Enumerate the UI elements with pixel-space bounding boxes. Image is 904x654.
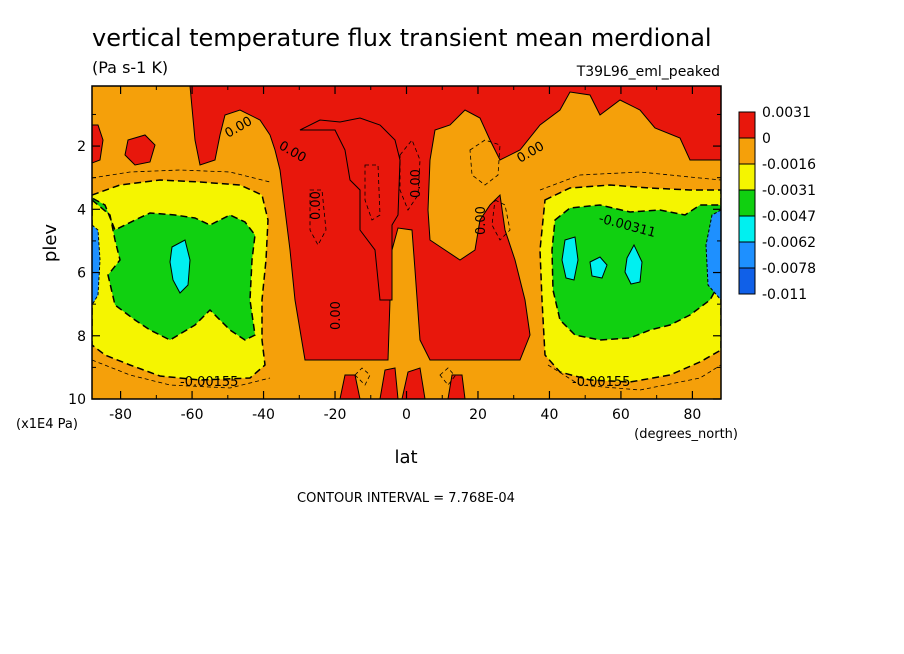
contour-lines-thin (92, 139, 721, 391)
y-tick-label: 10 (68, 392, 86, 408)
x-axis: -80 -60 -40 -20 0 20 40 60 80 (109, 86, 701, 423)
fill-cyan-right3 (624, 243, 643, 285)
fill-red-topleft (92, 124, 104, 164)
run-label: T39L96_eml_peaked (576, 64, 720, 80)
colorbar-label: -0.0016 (762, 157, 816, 173)
contour-label: 0.00 (329, 301, 344, 330)
colorbar-swatch (738, 163, 756, 191)
colorbar-label: -0.0031 (762, 183, 816, 199)
x-tick-label: 20 (469, 407, 487, 423)
colorbar-label: 0.0031 (762, 105, 811, 121)
fill-red-top (189, 86, 721, 361)
colorbar-swatch (738, 137, 756, 165)
y-axis: 2 4 6 8 10 (68, 113, 721, 408)
contour-interval-text: CONTOUR INTERVAL = 7.768E-04 (297, 491, 515, 506)
contour-label: 0.00 (309, 191, 324, 220)
fill-red-blob (124, 134, 156, 166)
colorbar-swatch (738, 189, 756, 217)
chart-units: (Pa s-1 K) (92, 58, 168, 77)
x-tick-label: 60 (612, 407, 630, 423)
y-axis-units: (x1E4 Pa) (16, 417, 78, 432)
fill-cyan-right1 (561, 236, 579, 281)
colorbar-legend: 0.0031 0 -0.0016 -0.0031 -0.0047 -0.0062 -0.00… (738, 105, 816, 303)
contour-label: -0.00155 (572, 375, 630, 390)
x-tick-label: -80 (109, 407, 132, 423)
colorbar-label: 0 (762, 131, 771, 147)
x-tick-label: 80 (683, 407, 701, 423)
colorbar-swatch (738, 267, 756, 295)
contour-label: -0.00155 (180, 375, 238, 390)
y-tick-label: 4 (77, 202, 86, 218)
x-tick-label: 0 (402, 407, 411, 423)
colorbar-label: -0.0078 (762, 261, 816, 277)
fill-blue-right-edge (705, 209, 721, 301)
fill-cyan-left (169, 239, 191, 294)
y-tick-label: 2 (77, 139, 86, 155)
x-axis-label: lat (394, 447, 417, 468)
fill-cyan-right2 (589, 256, 608, 279)
x-tick-label: -20 (324, 407, 347, 423)
y-axis-label: plev (40, 224, 61, 263)
colorbar-label: -0.0062 (762, 235, 816, 251)
y-tick-label: 6 (77, 266, 86, 282)
y-tick-label: 8 (77, 329, 86, 345)
x-tick-label: -40 (252, 407, 275, 423)
fill-red-bottom-mid2 (401, 367, 426, 399)
x-tick-label: -60 (181, 407, 204, 423)
colorbar-label: -0.0047 (762, 209, 816, 225)
x-axis-units: (degrees_north) (634, 427, 738, 442)
fill-red-center-left (299, 117, 401, 301)
chart-title: vertical temperature flux transient mean… (92, 24, 712, 52)
fill-blue-left-edge (92, 224, 101, 306)
contour-label: 0.00 (474, 206, 489, 235)
colorbar-swatch (738, 215, 756, 243)
fill-red-bottom-mid3 (447, 374, 466, 399)
contour-label: 0.00 (409, 169, 424, 198)
colorbar-label: -0.011 (762, 287, 807, 303)
colorbar-swatch (738, 111, 756, 139)
colorbar-swatch (738, 241, 756, 269)
x-tick-label: 40 (541, 407, 559, 423)
contour-plot (92, 86, 721, 399)
fill-red-bottom-mid1 (379, 367, 399, 399)
